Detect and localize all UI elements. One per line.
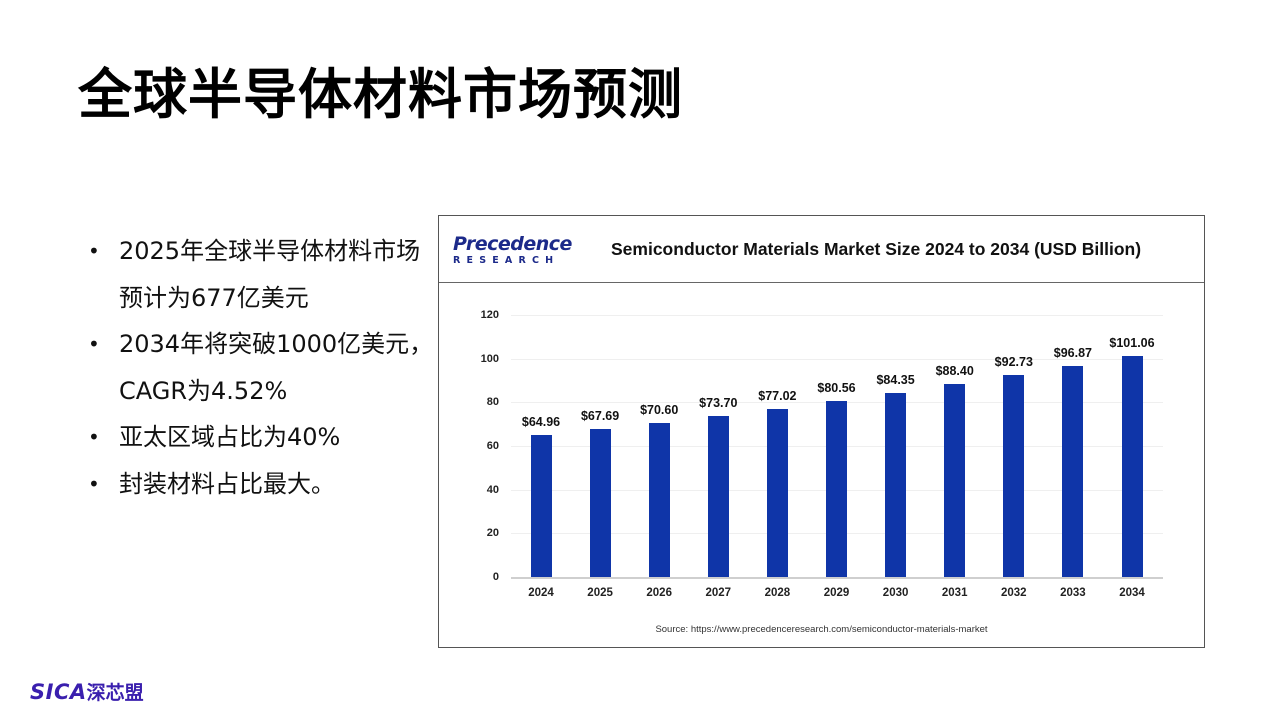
x-axis-line	[511, 577, 1163, 579]
bullet-text: 封装材料占比最大。	[119, 469, 335, 498]
bullet-item: • 2034年将突破1000亿美元，CAGR为4.52%	[88, 321, 438, 414]
bar-value-label: $92.73	[994, 354, 1033, 369]
y-axis-tick-label: 120	[480, 309, 499, 321]
x-axis-tick-label: 2029	[823, 587, 850, 599]
logo-text-en: SICA	[30, 680, 87, 704]
bar-2025	[589, 429, 611, 577]
sica-logo: SICA深芯盟	[30, 679, 144, 705]
logo-subtitle: RESEARCH	[453, 255, 560, 266]
chart-source: Source: https://www.precedenceresearch.c…	[655, 624, 988, 635]
bar-value-label: $84.35	[876, 372, 915, 387]
y-axis-tick-label: 0	[492, 571, 499, 583]
x-axis-tick-label: 2031	[941, 587, 968, 599]
bullet-text: 2025年全球半导体材料市场预计为677亿美元	[119, 237, 421, 312]
bullet-text: 2034年将突破1000亿美元，CAGR为4.52%	[119, 330, 434, 405]
bar-2024	[530, 435, 552, 577]
bar-value-label: $80.56	[817, 381, 856, 396]
bar-value-label: $67.69	[580, 409, 620, 424]
bar-value-label: $70.60	[640, 402, 679, 417]
bar-value-label: $64.96	[521, 415, 561, 430]
bar-value-label: $73.70	[699, 396, 738, 411]
gridline	[511, 315, 1163, 316]
x-axis-tick-label: 2025	[587, 587, 613, 599]
logo-wordmark: Precedence	[453, 233, 572, 255]
bar-2034	[1121, 356, 1143, 577]
bar-value-label: $77.02	[758, 388, 797, 403]
bullet-dot-icon: •	[88, 471, 100, 496]
x-axis-tick-label: 2026	[646, 587, 672, 599]
precedence-research-logo: Precedence RESEARCH	[453, 234, 583, 274]
bar-2027	[707, 416, 729, 577]
chart-title: Semiconductor Materials Market Size 2024…	[611, 239, 1142, 259]
bar-value-label: $101.06	[1109, 336, 1155, 351]
bullet-list: • 2025年全球半导体材料市场预计为677亿美元 • 2034年将突破1000亿美…	[88, 228, 438, 507]
y-axis-tick-label: 40	[486, 483, 499, 496]
bar-2032	[1003, 374, 1025, 577]
logo-text-zh: 深芯盟	[86, 682, 144, 704]
bar-chart-plot: 0 20 40 60 80 100 120 $64.96 2024 $67.69 2025 $70.6…	[439, 216, 1204, 647]
bar-2033	[1062, 365, 1084, 577]
bullet-dot-icon: •	[88, 425, 100, 449]
bullet-text: 亚太区域占比为40%	[119, 423, 341, 451]
bar-2029	[826, 401, 847, 577]
x-axis-tick-label: 2032	[1001, 587, 1027, 599]
bar-2030	[885, 392, 907, 577]
bullet-item: • 封装材料占比最大。	[88, 461, 438, 508]
bullet-dot-icon: •	[88, 239, 100, 263]
x-axis-tick-label: 2034	[1119, 587, 1145, 599]
x-axis-tick-label: 2024	[528, 587, 554, 599]
bullet-item: • 2025年全球半导体材料市场预计为677亿美元	[88, 228, 438, 321]
x-axis-tick-label: 2027	[705, 587, 732, 599]
x-axis-tick-label: 2028	[764, 587, 791, 599]
x-axis-tick-label: 2033	[1060, 587, 1086, 599]
bullet-item: • 亚太区域占比为40%	[88, 414, 438, 461]
bar-2026	[648, 422, 670, 577]
chart-header: Precedence RESEARCH Semiconductor Materi…	[439, 216, 1204, 283]
bullet-dot-icon: •	[88, 332, 100, 356]
y-axis-tick-label: 100	[480, 352, 499, 365]
bar-value-label: $96.87	[1053, 345, 1092, 360]
bar-2031	[944, 383, 966, 577]
gridline	[511, 358, 1163, 360]
bar-value-label: $88.40	[935, 363, 974, 378]
chart-card: Precedence RESEARCH Semiconductor Materi…	[438, 215, 1205, 648]
y-axis-tick-label: 80	[486, 396, 499, 409]
slide-title: 全球半导体材料市场预测	[78, 63, 683, 126]
y-axis-tick-label: 20	[486, 527, 499, 540]
bar-2028	[766, 408, 788, 577]
x-axis-tick-label: 2030	[882, 587, 909, 599]
y-axis-tick-label: 60	[486, 440, 499, 452]
